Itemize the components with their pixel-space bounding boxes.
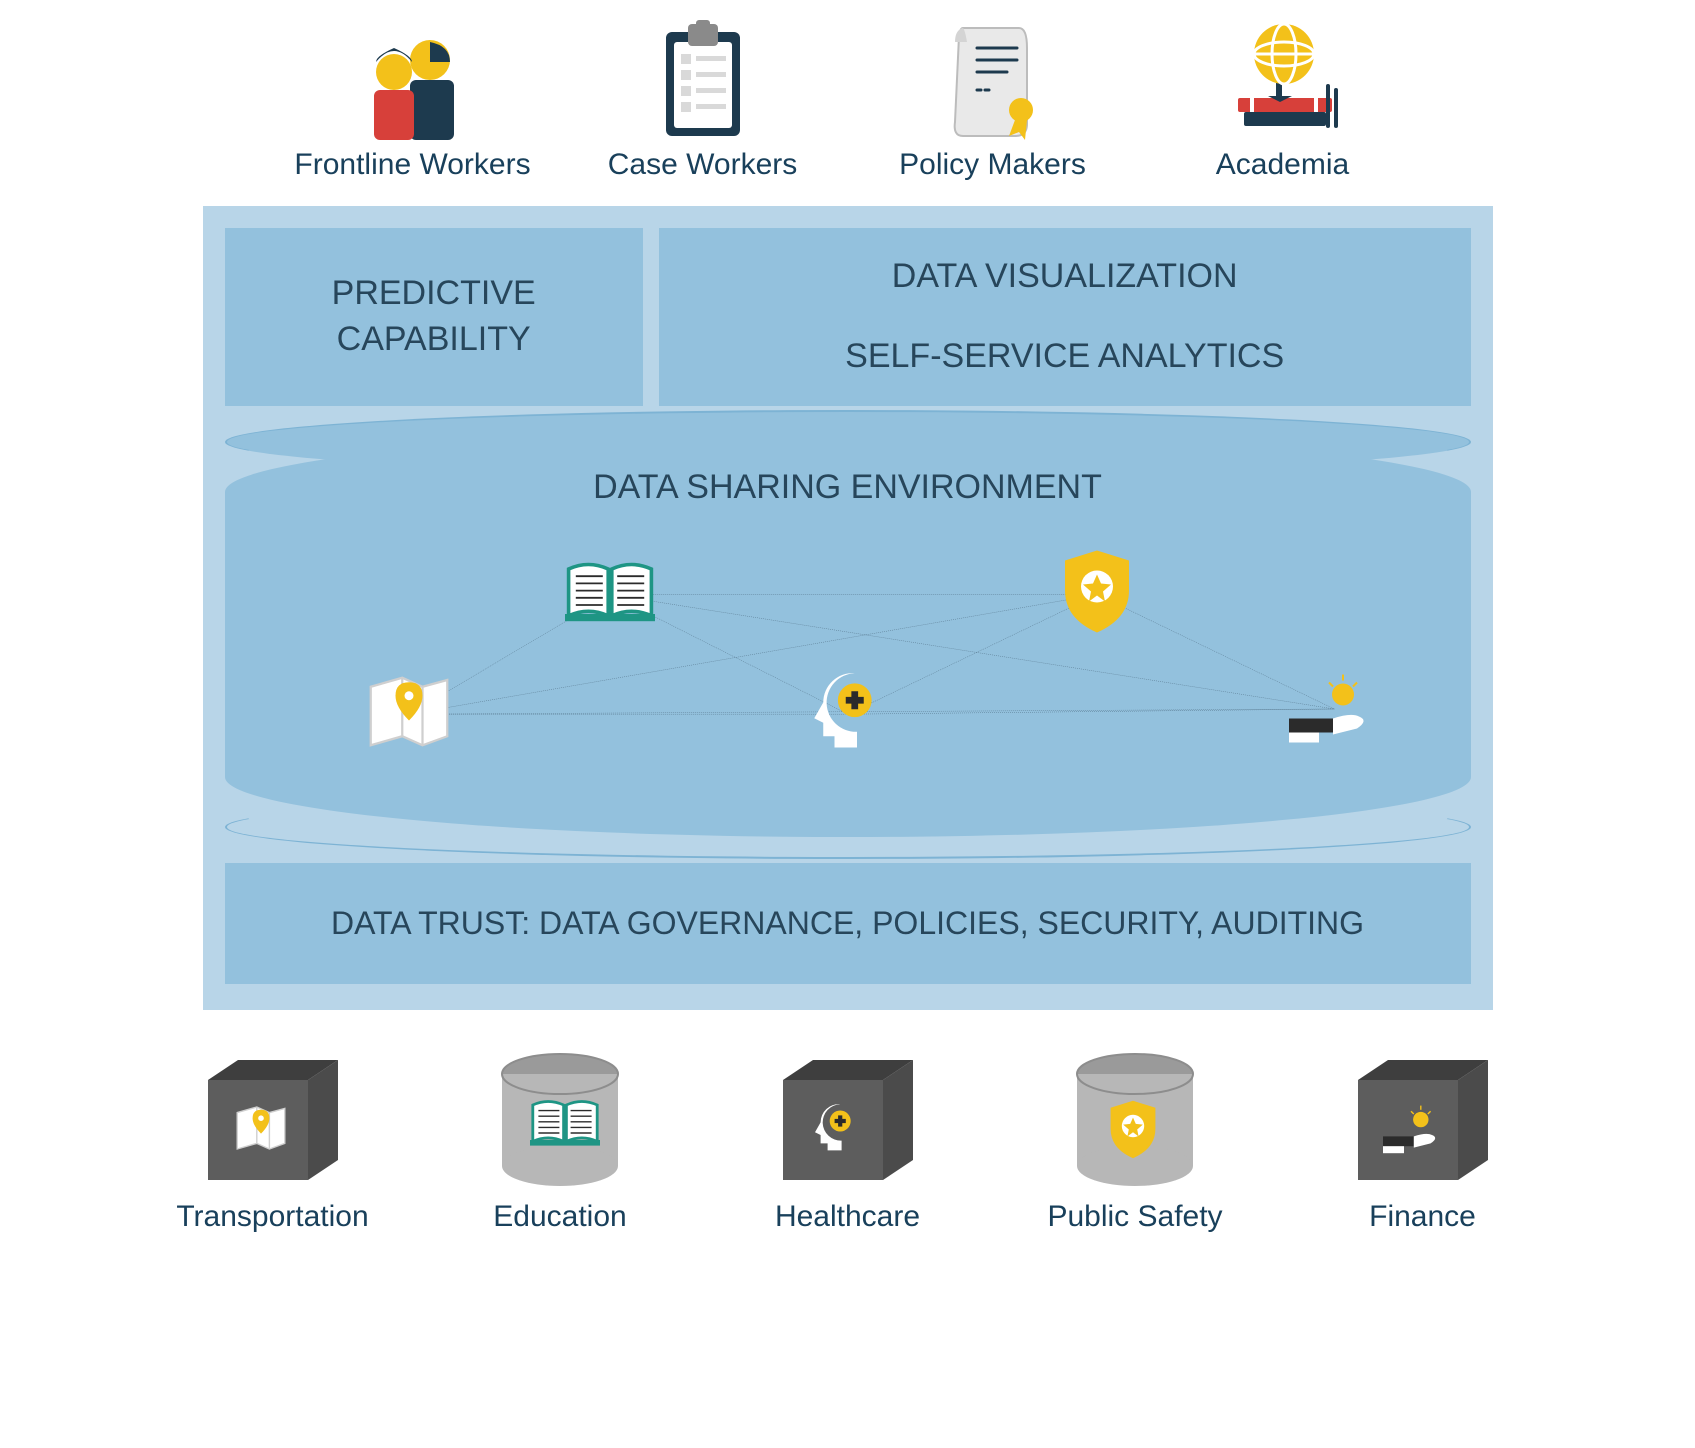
- predictive-capability-tile: PREDICTIVE CAPABILITY: [225, 228, 643, 406]
- map-pin-icon: [364, 666, 454, 761]
- cylinder-icon: [435, 1040, 685, 1190]
- hand-coin-icon: [1289, 666, 1379, 752]
- domain-safety: Public Safety: [1010, 1040, 1260, 1234]
- domain-transport: Transportation: [148, 1040, 398, 1234]
- people-icon: [283, 20, 543, 140]
- persona-case: Case Workers: [573, 20, 833, 182]
- persona-policy: Policy Makers: [863, 20, 1123, 182]
- domain-finance: Finance: [1298, 1040, 1548, 1234]
- tile-text: PREDICTIVE: [332, 271, 536, 317]
- domain-label: Public Safety: [1010, 1200, 1260, 1234]
- tile-text: SELF-SERVICE ANALYTICS: [845, 334, 1284, 380]
- shield-star-icon: [1052, 547, 1142, 642]
- persona-label: Academia: [1153, 148, 1413, 182]
- diagram-root: Frontline Workers Case Workers: [40, 20, 1655, 1428]
- persona-label: Frontline Workers: [283, 148, 543, 182]
- data-trust-tile: DATA TRUST: DATA GOVERNANCE, POLICIES, S…: [225, 863, 1471, 984]
- domain-label: Education: [435, 1200, 685, 1234]
- sharing-network: [255, 527, 1441, 787]
- domain-education: Education: [435, 1040, 685, 1234]
- open-book-icon: [565, 556, 655, 633]
- persona-academia: Academia: [1153, 20, 1413, 182]
- tile-text: DATA TRUST: DATA GOVERNANCE, POLICIES, S…: [331, 905, 1364, 941]
- domain-label: Healthcare: [723, 1200, 973, 1234]
- box-icon: [1298, 1040, 1548, 1190]
- persona-label: Case Workers: [573, 148, 833, 182]
- domain-health: Healthcare: [723, 1040, 973, 1234]
- domain-label: Finance: [1298, 1200, 1548, 1234]
- globe-books-icon: [1153, 20, 1413, 140]
- box-icon: [148, 1040, 398, 1190]
- cylinder-title: DATA SHARING ENVIRONMENT: [255, 468, 1441, 507]
- personas-row: Frontline Workers Case Workers: [40, 20, 1655, 182]
- document-ribbon-icon: [863, 20, 1123, 140]
- architecture-stack: PREDICTIVE CAPABILITY DATA VISUALIZATION…: [203, 206, 1493, 1010]
- viz-analytics-tile: DATA VISUALIZATION SELF-SERVICE ANALYTIC…: [659, 228, 1471, 406]
- tile-text: DATA VISUALIZATION: [892, 254, 1238, 300]
- head-plus-icon: [803, 666, 893, 761]
- persona-label: Policy Makers: [863, 148, 1123, 182]
- cylinder-icon: [1010, 1040, 1260, 1190]
- persona-frontline: Frontline Workers: [283, 20, 543, 182]
- domains-row: Transportation Education: [148, 1040, 1548, 1234]
- capabilities-row: PREDICTIVE CAPABILITY DATA VISUALIZATION…: [225, 228, 1471, 406]
- domain-label: Transportation: [148, 1200, 398, 1234]
- clipboard-icon: [573, 20, 833, 140]
- data-sharing-cylinder: DATA SHARING ENVIRONMENT: [225, 432, 1471, 837]
- box-icon: [723, 1040, 973, 1190]
- tile-text: CAPABILITY: [337, 317, 531, 363]
